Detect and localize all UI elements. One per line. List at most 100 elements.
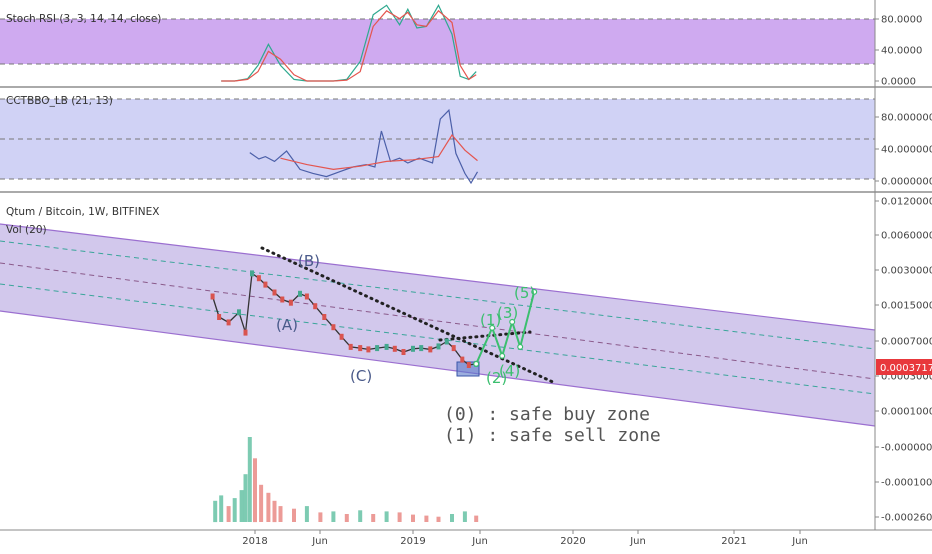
time-tick-label: Jun: [471, 536, 488, 547]
price-candle: [401, 349, 406, 355]
volume-bar: [462, 511, 467, 522]
cctbbo-y-tick-label: 40.0000000: [881, 145, 932, 156]
channel-mid-upper-line: [0, 240, 876, 350]
volume-bar: [436, 516, 441, 522]
stoch-rsi-pane: Stoch RSI (3, 3, 14, 14, close): [0, 3, 875, 82]
price-candle: [280, 296, 285, 303]
volume-bar: [232, 498, 237, 522]
wave-point: [509, 318, 516, 325]
price-pane: (A) (B) (C) (1) (2) (3) (4) (5) (0) : safe buy …: [0, 206, 876, 523]
time-tick-label: Jun: [629, 536, 646, 547]
cctbbo-signal-series: [280, 133, 478, 171]
volume-bar: [331, 511, 336, 522]
channel-lower-line: [0, 310, 876, 427]
cctbbo-pane: CCTBBO_LB (21, 13): [0, 95, 875, 185]
price-candle: [243, 329, 248, 336]
wave-label-c: (C): [350, 367, 372, 385]
wave-label-5: (5): [514, 284, 535, 302]
price-candle: [436, 343, 441, 350]
cctbbo-y-tick-label: 80.0000000: [881, 113, 932, 124]
price-candle: [313, 303, 318, 310]
price-candle: [304, 293, 309, 300]
price-candle: [256, 275, 261, 282]
price-title: Qtum / Bitcoin, 1W, BITFINEX: [6, 206, 159, 218]
price-candle: [444, 338, 449, 345]
price-candle: [298, 290, 302, 297]
channel-fill: [0, 224, 875, 426]
wave-point: [489, 324, 496, 331]
time-tick-label: Jun: [791, 536, 808, 547]
price-y-tick-label: -0.0002600: [881, 513, 932, 524]
volume-bar: [259, 484, 264, 522]
volume-bar: [424, 515, 429, 522]
stoch-title: Stoch RSI (3, 3, 14, 14, close): [6, 13, 161, 25]
time-tick-label: 2018: [242, 536, 267, 547]
downtrend-dotted-line: [260, 246, 557, 385]
price-y-tick-label: 0.0003000: [881, 372, 932, 383]
volume-bar: [292, 508, 296, 522]
wave-point: [531, 288, 538, 295]
price-candle: [384, 343, 389, 350]
volume-bar: [450, 514, 454, 522]
price-y-tick-label: 0.0001000: [881, 407, 932, 418]
wave-label-4: (4): [499, 362, 520, 380]
last-price-tag: 0.0003717: [876, 359, 932, 375]
price-candle: [237, 309, 241, 316]
volume-bar: [253, 458, 257, 523]
wave-label-2: (2): [486, 369, 507, 387]
channel-upper-line: [0, 223, 876, 331]
time-tick-label: 2021: [721, 536, 746, 547]
stoch-band: [0, 19, 875, 64]
stoch-y-tick-label: 0.0000: [881, 77, 916, 88]
price-candle: [217, 314, 222, 320]
price-y-tick-label: -0.0000000: [881, 443, 932, 454]
volume-bar: [243, 474, 248, 522]
volume-bar: [371, 514, 376, 522]
wave-point: [499, 352, 506, 359]
wave-point: [517, 343, 524, 350]
wave-point: [473, 360, 480, 367]
cctbbo-title: CCTBBO_LB (21, 13): [6, 95, 113, 107]
time-tick-label: 2020: [560, 536, 585, 547]
volume-bar: [358, 510, 363, 522]
legend-note-sell: (1) : safe sell zone: [444, 425, 661, 446]
volume-bar: [474, 515, 479, 522]
price-candle: [460, 356, 465, 363]
price-y-tick-label: 0.0015000: [881, 301, 932, 312]
volume-title: Vol (20): [6, 224, 47, 236]
price-candle: [263, 281, 268, 288]
time-tick-label: 2019: [400, 536, 425, 547]
volume-bar: [272, 500, 277, 523]
price-candle: [322, 314, 327, 320]
wave-label-3: (3): [497, 304, 518, 322]
price-candle: [466, 362, 471, 368]
channel-median-line: [0, 262, 876, 380]
price-candle: [451, 345, 456, 352]
price-candle: [210, 293, 215, 300]
price-y-tick-label: 0.0030000: [881, 266, 932, 277]
channel-mid-lower-line: [0, 283, 876, 395]
last-price-text: 0.0003717: [880, 363, 932, 374]
legend-note-buy: (0) : safe buy zone: [444, 404, 650, 425]
volume-bar: [219, 495, 224, 522]
stoch-y-tick-label: 80.0000: [881, 15, 922, 26]
volume-bar: [278, 506, 283, 522]
price-candle: [366, 346, 371, 353]
cctbbo-band: [0, 99, 875, 179]
wave-label-a: (A): [276, 316, 298, 334]
price-candle: [331, 324, 336, 331]
price-candle: [348, 343, 353, 350]
price-candle: [250, 270, 254, 277]
price-candle: [288, 299, 293, 306]
price-y-tick-label: 0.0007000: [881, 337, 932, 348]
volume-bar: [266, 492, 271, 522]
last-price-tag-bg: [876, 359, 932, 375]
stoch-y-tick-label: 40.0000: [881, 46, 922, 57]
wave-label-1: (1): [480, 311, 501, 329]
wave-projection-line: [475, 291, 536, 365]
volume-bar: [411, 514, 415, 522]
price-candle: [392, 345, 397, 352]
price-candle: [428, 346, 433, 353]
